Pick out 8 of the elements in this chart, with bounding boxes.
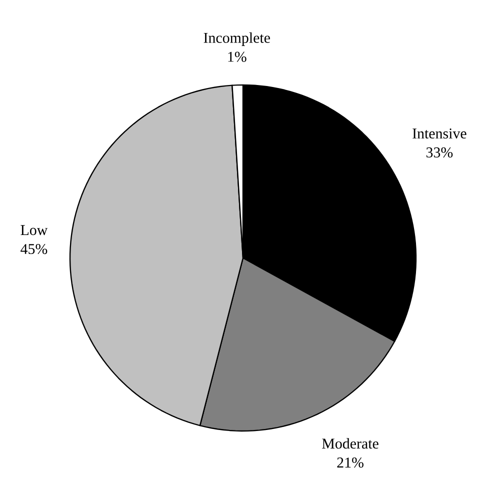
- slice-label: Incomplete: [204, 32, 270, 46]
- data-label: 1%: [228, 52, 246, 62]
- data-label: 33%: [426, 147, 453, 158]
- data-label: 21%: [337, 458, 364, 468]
- slice-label: Low: [20, 225, 48, 236]
- data-label: 45%: [20, 244, 48, 254]
- slice-label: Moderate: [322, 438, 378, 449]
- slice-label: Intensive: [412, 128, 466, 139]
